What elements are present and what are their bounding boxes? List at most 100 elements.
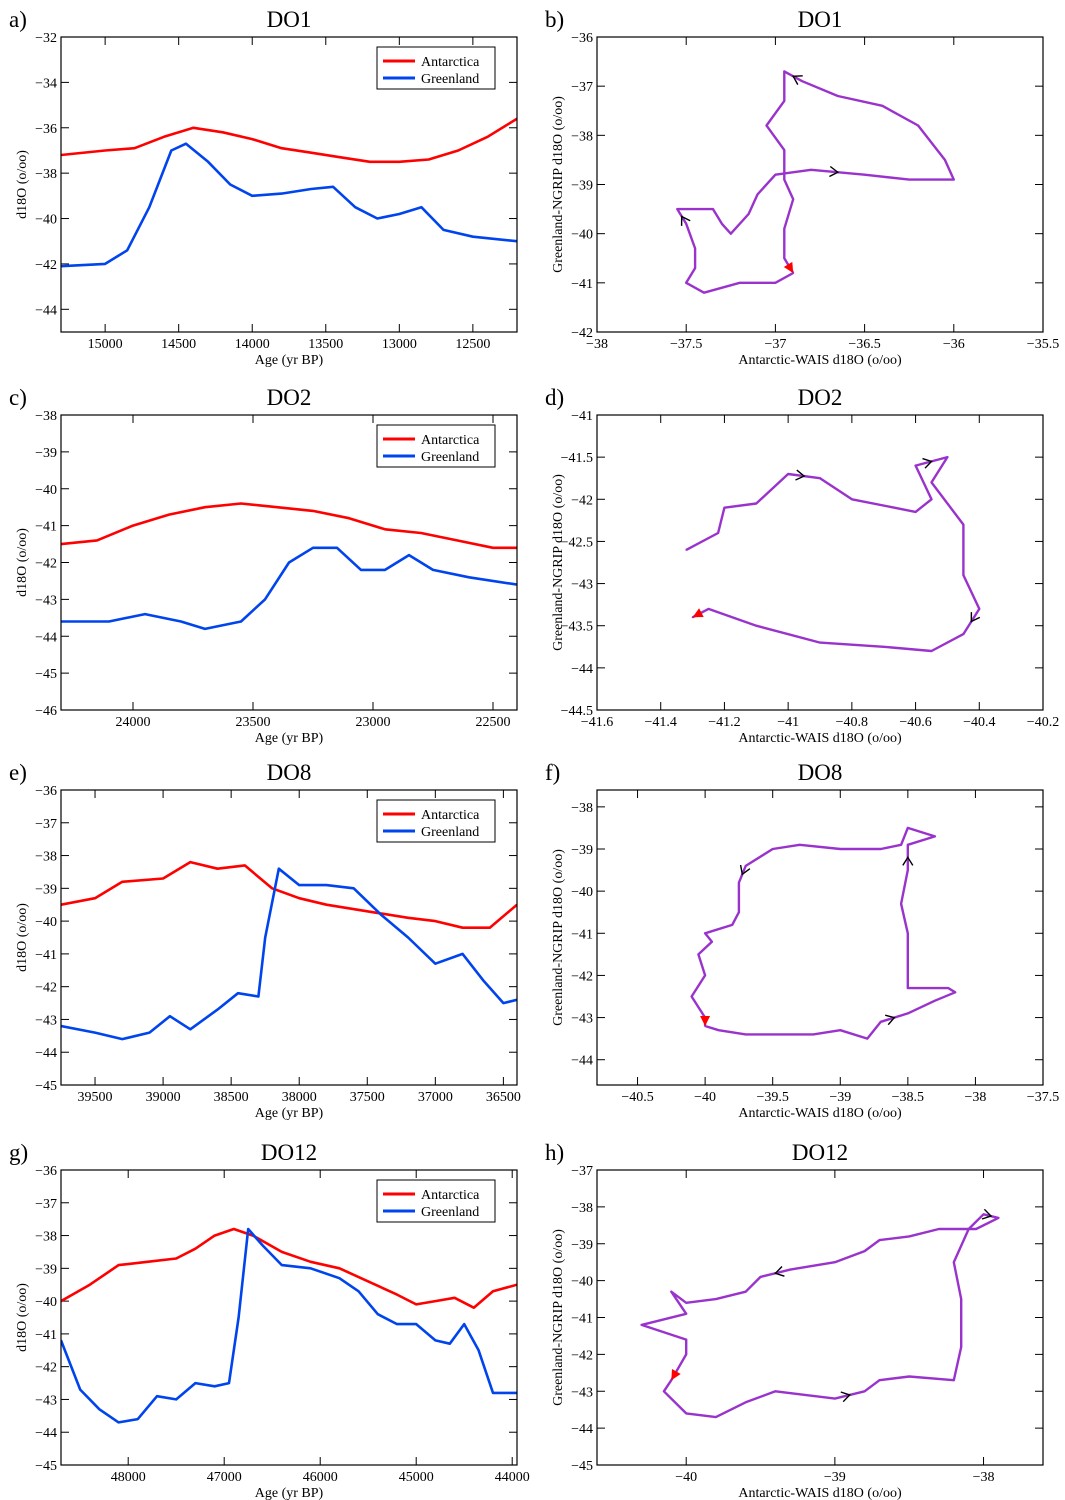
legend-box — [376, 799, 496, 843]
data-point — [156, 1395, 158, 1398]
y-tick-label: −38 — [571, 129, 593, 144]
direction-arrow — [680, 215, 691, 226]
x-axis-label: Age (yr BP) — [255, 731, 324, 746]
data-point — [834, 1261, 836, 1264]
data-point — [723, 506, 726, 509]
data-point — [715, 1298, 717, 1300]
x-tick-label: 44000 — [495, 1470, 530, 1485]
data-point — [783, 257, 786, 260]
direction-arrow — [792, 75, 803, 85]
chart-title: DO8 — [267, 760, 312, 785]
y-tick-label: −37 — [35, 817, 57, 832]
series-line-greenland — [61, 1227, 517, 1424]
data-point — [216, 867, 219, 870]
data-point — [354, 206, 357, 209]
y-tick-label: −36 — [571, 31, 593, 46]
data-point — [94, 897, 96, 900]
data-point — [506, 1392, 509, 1394]
data-point — [819, 641, 821, 644]
x-tick-label: −41.2 — [708, 715, 740, 730]
chart-title: DO2 — [798, 385, 843, 410]
x-tick-label: −37.5 — [670, 337, 702, 352]
panel-letter: g) — [9, 1140, 28, 1165]
data-point — [338, 1277, 341, 1280]
data-point — [163, 135, 165, 138]
data-point — [264, 598, 266, 601]
x-tick-label: −41.4 — [645, 715, 677, 730]
data-point — [357, 1290, 360, 1293]
data-point — [721, 222, 723, 225]
y-tick-label: −39 — [35, 1262, 57, 1277]
x-tick-label: −39.5 — [756, 1090, 788, 1105]
data-point — [228, 1382, 230, 1384]
data-point — [310, 188, 312, 190]
legend-label: Antarctica — [421, 433, 480, 448]
plot-area — [596, 1169, 1044, 1466]
y-tick-label: −44 — [35, 303, 57, 318]
data-point — [237, 992, 239, 995]
x-tick-label: 23500 — [236, 715, 271, 730]
y-tick-label: −41 — [571, 1312, 593, 1327]
chart-panel-3: c) DO2 24000 23500 23000 22500 −46 −45 −44 −43 −42… — [9, 385, 518, 746]
legend-box — [376, 424, 496, 468]
y-axis-label: Greenland-NGRIP d18O (o/oo) — [551, 1229, 566, 1406]
data-point — [434, 1300, 437, 1302]
data-point — [774, 173, 777, 176]
data-point — [457, 149, 460, 152]
data-point — [670, 1290, 673, 1293]
data-point — [325, 884, 328, 886]
y-tick-label: −37 — [35, 1197, 57, 1212]
x-tick-label: 39500 — [78, 1090, 113, 1105]
data-point — [367, 1280, 370, 1283]
data-point — [136, 1418, 139, 1420]
chart-panel-4: d) DO2 −41.6 −41.4 −41.2 −41 −40.8 −40.6 −40.4 −4… — [545, 385, 1059, 746]
x-tick-label: 15000 — [88, 337, 123, 352]
data-point — [415, 1303, 418, 1306]
x-tick-label: −37 — [764, 337, 786, 352]
y-axis-label: Greenland-NGRIP d18O (o/oo) — [551, 849, 566, 1026]
data-point — [432, 569, 434, 571]
data-point — [376, 1313, 379, 1316]
series-line-antarctica — [61, 860, 517, 930]
data-point — [738, 281, 741, 284]
data-point — [148, 206, 151, 209]
data-point — [771, 848, 774, 850]
chart-panel-2: b) DO1 −38 −37.5 −37 −36.5 −36 −35.5 −42 −41 −40 −3… — [545, 7, 1059, 368]
data-point — [930, 650, 933, 652]
data-point — [348, 517, 350, 520]
data-point — [492, 546, 494, 549]
x-tick-label: −40 — [694, 1090, 716, 1105]
x-tick-label: 14500 — [161, 337, 196, 352]
data-point — [967, 1228, 970, 1230]
data-point — [947, 987, 950, 989]
data-point — [352, 887, 355, 890]
x-tick-label: −40.5 — [621, 1090, 653, 1105]
data-point — [336, 546, 338, 549]
x-tick-label: −40.4 — [963, 715, 995, 730]
data-point — [204, 628, 206, 630]
data-point — [801, 80, 804, 83]
data-point — [975, 1228, 977, 1230]
y-tick-label: −42 — [35, 557, 57, 572]
x-tick-label: −38.5 — [892, 1090, 924, 1105]
data-point — [962, 523, 965, 526]
y-tick-label: −43 — [35, 593, 57, 608]
series-line-trajectory — [676, 70, 955, 294]
y-tick-label: −41.5 — [561, 451, 593, 466]
legend: Antarctica Greenland — [376, 799, 496, 843]
y-tick-label: −36 — [35, 1164, 57, 1179]
y-tick-label: −43 — [35, 1013, 57, 1028]
data-point — [415, 1323, 418, 1325]
data-point — [954, 991, 957, 994]
data-point — [685, 281, 688, 284]
data-point — [755, 624, 758, 627]
data-point — [774, 281, 777, 284]
data-point — [783, 100, 786, 102]
data-point — [789, 1268, 792, 1271]
data-point — [744, 1033, 747, 1036]
data-point — [792, 198, 795, 201]
data-point — [685, 549, 688, 551]
series-line-greenland — [61, 142, 517, 268]
y-tick-label: −40 — [35, 1295, 57, 1310]
series-line-antarctica — [61, 117, 517, 164]
